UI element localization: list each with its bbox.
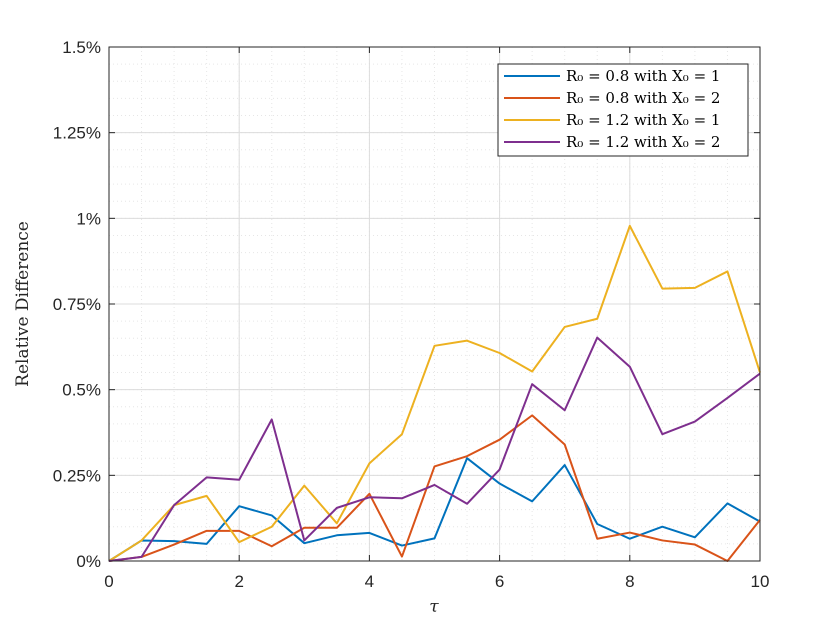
y-axis-label: Relative Difference: [13, 221, 33, 387]
x-tick-label: 2: [234, 572, 243, 591]
axis-ticks: [108, 46, 761, 562]
x-tick-label: 10: [751, 572, 770, 591]
legend-label-4: R₀ = 1.2 with X₀ = 2: [566, 133, 720, 151]
x-tick-labels: 0 2 4 6 8 10: [104, 572, 769, 591]
x-tick-label: 6: [495, 572, 504, 591]
legend-box: [497, 63, 749, 157]
y-tick-label: 1%: [76, 209, 101, 228]
series-line-2: [108, 414, 761, 562]
legend: R₀ = 0.8 with X₀ = 1 R₀ = 0.8 with X₀ = 2…: [497, 63, 749, 157]
y-tick-label: 0.5%: [62, 381, 101, 400]
series-line-4: [108, 336, 761, 562]
y-tick-label: 0.75%: [53, 295, 101, 314]
x-tick-label: 8: [625, 572, 634, 591]
x-tick-label: 4: [365, 572, 374, 591]
y-tick-label: 0.25%: [53, 466, 101, 485]
y-tick-label: 1.5%: [62, 38, 101, 57]
series-layer: [108, 224, 761, 562]
legend-label-2: R₀ = 0.8 with X₀ = 2: [566, 89, 720, 107]
x-axis-label: τ: [429, 597, 439, 617]
y-tick-label: 0%: [76, 552, 101, 571]
y-tick-label: 1.25%: [53, 124, 101, 143]
legend-label-3: R₀ = 1.2 with X₀ = 1: [566, 111, 720, 129]
legend-label-1: R₀ = 0.8 with X₀ = 1: [566, 67, 720, 85]
y-tick-labels: 0% 0.25% 0.5% 0.75% 1% 1.25% 1.5%: [53, 38, 101, 571]
series-line-3: [108, 224, 761, 562]
x-tick-label: 0: [104, 572, 113, 591]
